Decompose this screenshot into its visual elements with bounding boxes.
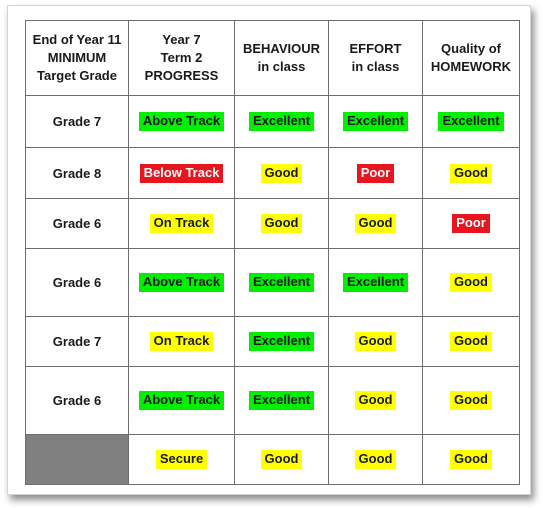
behaviour-cell: Excellent — [234, 316, 329, 367]
status-badge: Poor — [452, 214, 490, 233]
target-grade-cell: Grade 7 — [25, 95, 129, 148]
target-grade-cell: Grade 6 — [25, 248, 129, 317]
target-grade-cell: Grade 7 — [25, 316, 129, 367]
status-badge: Above Track — [138, 391, 225, 410]
progress-report-table: End of Year 11 MINIMUM Target Grade Year… — [25, 20, 520, 485]
header-line: Term 2 — [160, 50, 203, 65]
progress-cell: Secure — [128, 434, 235, 485]
homework-cell: Poor — [422, 198, 520, 249]
status-badge: Below Track — [139, 163, 224, 183]
table-row: Grade 7 Above Track Excellent Excellent … — [25, 95, 520, 148]
status-badge: Excellent — [248, 332, 315, 351]
target-grade-cell: Grade 8 — [25, 147, 129, 199]
homework-cell: Good — [422, 366, 520, 435]
behaviour-cell: Good — [234, 434, 329, 485]
effort-cell: Good — [328, 434, 423, 485]
target-grade-cell: Grade 6 — [25, 366, 129, 435]
status-badge: Excellent — [438, 112, 504, 131]
table-row: Grade 6 Above Track Excellent Good Good — [25, 366, 520, 435]
progress-cell: Below Track — [128, 147, 235, 199]
status-badge: Secure — [155, 450, 208, 469]
header-line: Quality of — [441, 41, 501, 56]
status-badge: Excellent — [248, 112, 315, 131]
table-row: Grade 8 Below Track Good Poor Good — [25, 147, 520, 199]
progress-cell: Above Track — [128, 366, 235, 435]
status-badge: Good — [450, 391, 492, 410]
status-badge: On Track — [149, 214, 214, 233]
header-progress: Year 7 Term 2 PROGRESS — [128, 20, 235, 96]
header-line: BEHAVIOUR — [242, 41, 321, 56]
status-badge: Good — [354, 450, 397, 469]
status-badge: Good — [354, 391, 397, 410]
homework-cell: Good — [422, 316, 520, 367]
status-badge: Good — [260, 214, 303, 233]
homework-cell: Excellent — [422, 95, 520, 148]
table-row: Grade 6 Above Track Excellent Excellent … — [25, 248, 520, 317]
target-grade-cell: Grade 6 — [25, 198, 129, 249]
homework-cell: Good — [422, 147, 520, 199]
effort-cell: Good — [328, 366, 423, 435]
table-row: Grade 7 On Track Excellent Good Good — [25, 316, 520, 367]
behaviour-cell: Excellent — [234, 95, 329, 148]
table-row: Grade 6 On Track Good Good Poor — [25, 198, 520, 249]
status-badge: Excellent — [248, 391, 315, 410]
behaviour-cell: Excellent — [234, 248, 329, 317]
homework-cell: Good — [422, 434, 520, 485]
header-effort: EFFORT in class — [328, 20, 423, 96]
progress-cell: On Track — [128, 316, 235, 367]
progress-cell: On Track — [128, 198, 235, 249]
effort-cell: Good — [328, 316, 423, 367]
header-line: End of Year 11 — [32, 32, 122, 47]
effort-cell: Poor — [328, 147, 423, 199]
effort-cell: Good — [328, 198, 423, 249]
status-badge: On Track — [149, 332, 214, 351]
status-badge: Good — [354, 332, 397, 351]
status-badge: Good — [260, 163, 303, 183]
header-line: Year 7 — [162, 32, 201, 47]
header-homework: Quality of HOMEWORK — [422, 20, 520, 96]
behaviour-cell: Good — [234, 198, 329, 249]
report-card-frame: End of Year 11 MINIMUM Target Grade Year… — [7, 5, 531, 495]
status-badge: Excellent — [342, 112, 409, 131]
header-line: Target Grade — [37, 68, 117, 83]
homework-cell: Good — [422, 248, 520, 317]
header-line: PROGRESS — [144, 68, 219, 83]
behaviour-cell: Good — [234, 147, 329, 199]
status-badge: Good — [450, 450, 492, 469]
header-line: EFFORT — [349, 41, 402, 56]
status-badge: Above Track — [138, 273, 225, 292]
effort-cell: Excellent — [328, 248, 423, 317]
status-badge: Good — [450, 163, 492, 183]
blank-target-cell — [25, 434, 129, 485]
effort-cell: Excellent — [328, 95, 423, 148]
status-badge: Poor — [356, 163, 395, 183]
status-badge: Good — [260, 450, 303, 469]
header-line: in class — [351, 59, 400, 74]
status-badge: Good — [450, 273, 492, 292]
behaviour-cell: Excellent — [234, 366, 329, 435]
table-row: Secure Good Good Good — [25, 434, 520, 485]
header-behaviour: BEHAVIOUR in class — [234, 20, 329, 96]
status-badge: Good — [450, 332, 492, 351]
header-line: MINIMUM — [47, 50, 107, 65]
progress-cell: Above Track — [128, 95, 235, 148]
header-row: End of Year 11 MINIMUM Target Grade Year… — [25, 20, 520, 96]
progress-cell: Above Track — [128, 248, 235, 317]
header-target-grade: End of Year 11 MINIMUM Target Grade — [25, 20, 129, 96]
status-badge: Excellent — [248, 273, 315, 292]
status-badge: Above Track — [138, 112, 225, 131]
status-badge: Excellent — [342, 273, 409, 292]
header-line: HOMEWORK — [430, 59, 512, 74]
status-badge: Good — [354, 214, 397, 233]
header-line: in class — [257, 59, 306, 74]
